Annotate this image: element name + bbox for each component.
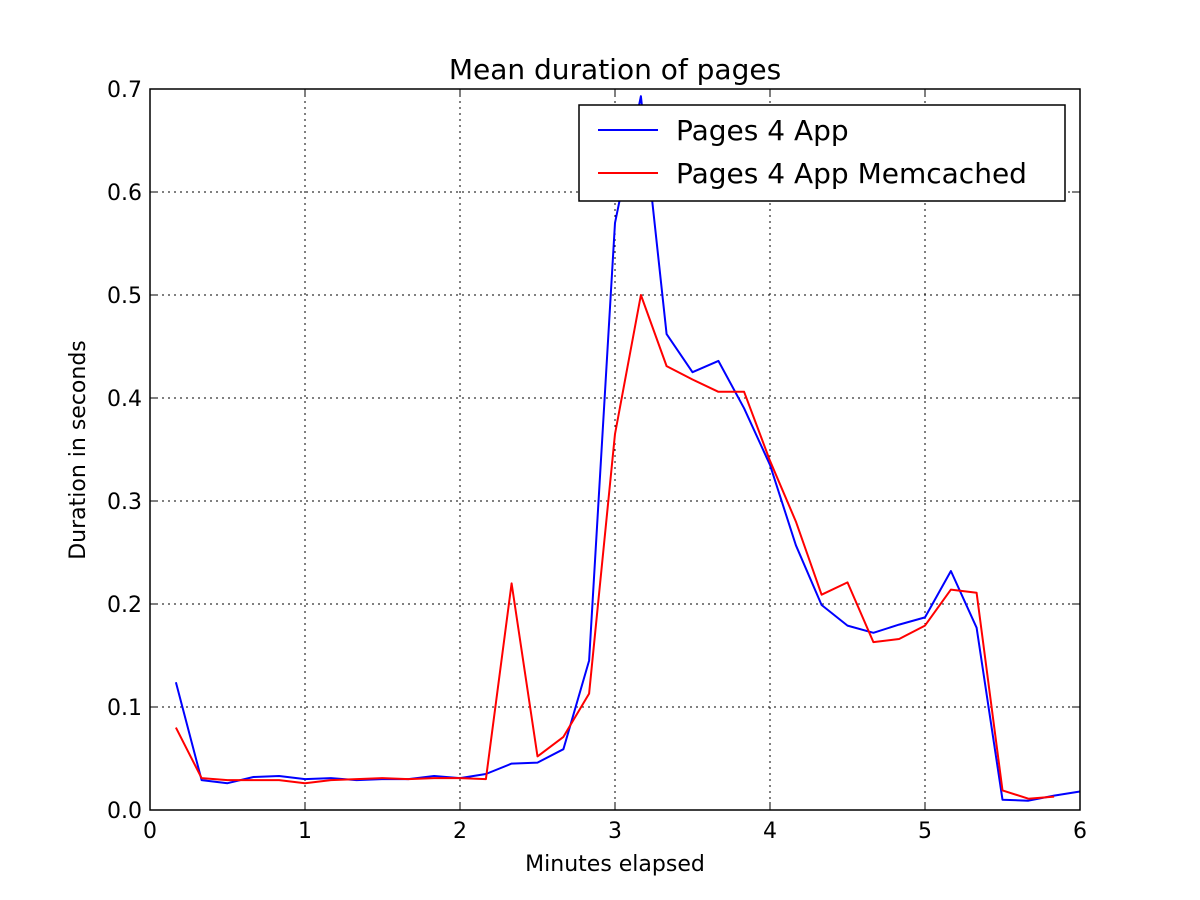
y-axis-label: Duration in seconds — [66, 340, 91, 560]
y-tick-label: 0.3 — [107, 490, 142, 515]
x-tick-label: 1 — [298, 819, 312, 844]
legend-label-pages-4-app: Pages 4 App — [676, 114, 849, 147]
x-tick-label: 5 — [918, 819, 932, 844]
y-tick-label: 0.5 — [107, 284, 142, 309]
x-tick-label: 4 — [763, 819, 777, 844]
legend: Pages 4 App Pages 4 App Memcached — [578, 104, 1066, 202]
y-tick-label: 0.0 — [107, 799, 142, 824]
chart-title: Mean duration of pages — [449, 53, 781, 86]
x-tick-label: 6 — [1073, 819, 1087, 844]
y-tick-label: 0.7 — [107, 78, 142, 103]
legend-label-pages-4-app-memcached: Pages 4 App Memcached — [676, 157, 1027, 190]
y-tick-label: 0.2 — [107, 593, 142, 618]
y-tick-label: 0.6 — [107, 181, 142, 206]
y-tick-label: 0.1 — [107, 696, 142, 721]
x-tick-label: 2 — [453, 819, 467, 844]
legend-box — [578, 104, 1066, 202]
x-axis-label: Minutes elapsed — [525, 852, 705, 877]
x-tick-label: 3 — [608, 819, 622, 844]
y-tick-label: 0.4 — [107, 387, 142, 412]
tick-layer: 0 1 2 3 4 5 6 0.0 0.1 0.2 0.3 0.4 0.5 0.6 0.7 — [107, 78, 1087, 844]
x-tick-label: 0 — [143, 819, 157, 844]
series-line-pages-4-app-memcached — [175, 294, 1055, 800]
